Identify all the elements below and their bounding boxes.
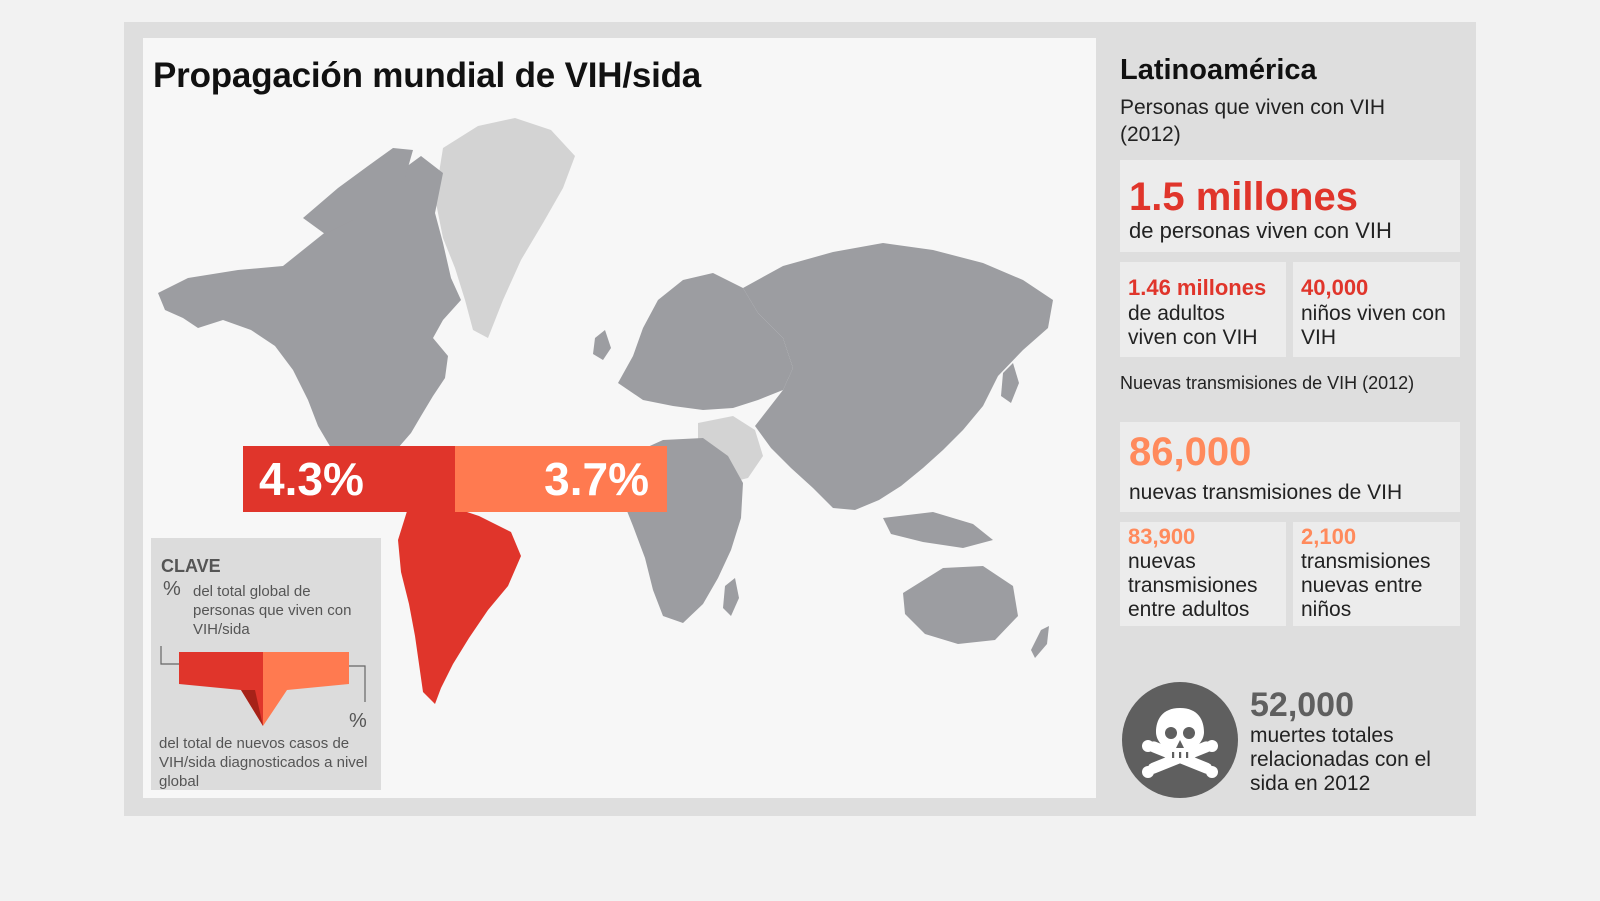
stat-new-total-value: 86,000 (1129, 430, 1252, 474)
stat-children-plhiv: 40,000 niños viven con VIH (1293, 262, 1460, 357)
stat-new-adults-value: 83,900 (1128, 524, 1196, 549)
stat-total-value: 1.5 millones (1129, 175, 1358, 219)
legend-key: CLAVE % del total global de personas que… (151, 538, 381, 790)
stat-deaths-label: muertes totales relacionadas con el sida… (1250, 724, 1431, 795)
key-description-new-cases: del total de nuevos casos de VIH/sida di… (159, 735, 368, 790)
stat-new-total: 86,000 nuevas transmisiones de VIH (1120, 422, 1460, 512)
greenland-shape (435, 118, 575, 338)
new-transmissions-heading: Nuevas transmisiones de VIH (2012) (1120, 373, 1415, 393)
global-plhiv-percent: 4.3% (243, 446, 455, 512)
key-description-plhiv: del total global de personas que viven c… (193, 583, 352, 638)
stat-new-children-label: transmisiones nuevas entre niños (1301, 550, 1431, 621)
europe-shape (618, 273, 793, 410)
stat-deaths-value: 52,000 (1250, 686, 1354, 724)
map-panel: Propagación mundial de VIH/sida 4.3% 3.7… (143, 38, 1096, 798)
stat-children-value: 40,000 (1301, 275, 1369, 300)
sidebar-subtitle: Personas que viven con VIH (2012) (1120, 96, 1385, 146)
asia-shape (743, 243, 1053, 510)
skull-crossbones-icon (1122, 682, 1238, 798)
stat-adults-label: de adultos viven con VIH (1128, 302, 1258, 349)
key-percent-symbol-2: % (349, 710, 367, 732)
uk-shape (593, 330, 611, 360)
stat-new-children: 2,100 transmisiones nuevas entre niños (1293, 522, 1460, 626)
japan-shape (1001, 363, 1019, 403)
new-cases-percent: 3.7% (455, 446, 667, 512)
page-title: Propagación mundial de VIH/sida (153, 56, 702, 95)
australia-shape (903, 566, 1018, 644)
stat-adults-value: 1.46 millones (1128, 275, 1267, 300)
key-title: CLAVE (161, 556, 221, 576)
stat-new-adults-label: nuevas transmisiones entre adultos (1128, 550, 1258, 621)
new-zealand-shape (1031, 626, 1049, 658)
stat-new-children-value: 2,100 (1301, 524, 1357, 549)
stat-deaths: 52,000 muertes totales relacionadas con … (1250, 686, 1460, 796)
key-percent-symbol: % (163, 578, 181, 600)
stat-new-adults: 83,900 nuevas transmisiones entre adulto… (1120, 522, 1286, 626)
north-america-shape (158, 156, 461, 470)
stat-children-label: niños viven con VIH (1301, 302, 1446, 349)
southeast-asia-shape (883, 512, 993, 548)
arctic-islands-shape (303, 148, 413, 234)
stat-adults-plhiv: 1.46 millones de adultos viven con VIH (1120, 262, 1286, 357)
stat-total-label: de personas viven con VIH (1129, 218, 1392, 243)
key-diagram (160, 646, 366, 726)
stat-total-plhiv: 1.5 millones de personas viven con VIH (1120, 160, 1460, 252)
madagascar-shape (723, 578, 739, 616)
south-america-shape (398, 504, 521, 704)
sidebar-title: Latinoamérica (1120, 54, 1317, 86)
stat-new-total-label: nuevas transmisiones de VIH (1129, 481, 1403, 504)
